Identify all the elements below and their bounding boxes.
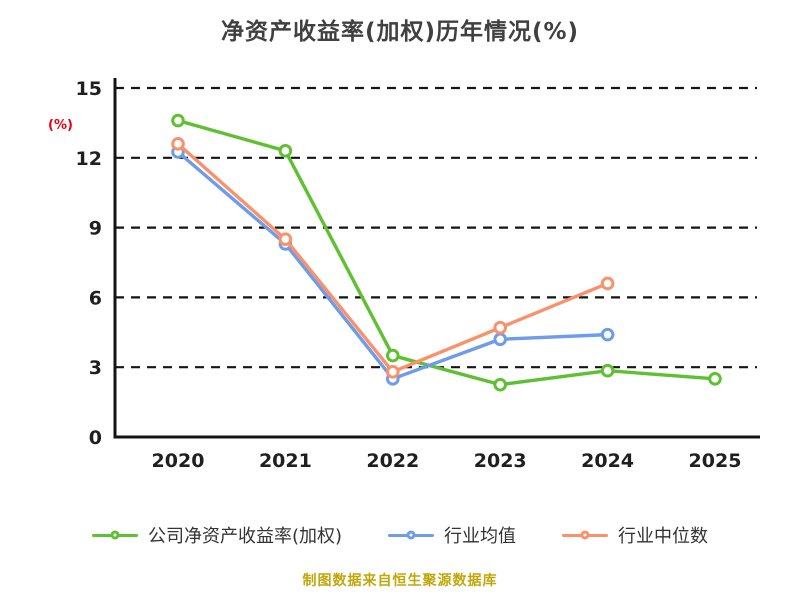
legend-marker-dot-icon — [110, 530, 120, 540]
series-line-industry-mean — [176, 150, 610, 381]
legend-label-industry-median: 行业中位数 — [618, 526, 709, 547]
y-tick-label: 9 — [89, 218, 102, 240]
plot-area: 0 3 6 9 12 15 2020 2021 2022 2023 2024 2025 — [76, 78, 760, 472]
legend-marker-industry-median — [562, 526, 609, 544]
series-marker-company-roe — [171, 113, 185, 128]
y-tick-label: 0 — [89, 427, 102, 449]
y-tick-label: 3 — [89, 357, 102, 379]
legend-label-company-roe: 公司净资产收益率(加权) — [147, 526, 343, 547]
data-source-note: 制图数据来自恒生聚源数据库 — [302, 573, 498, 589]
legend-item-company-roe: 公司净资产收益率(加权) — [91, 522, 343, 548]
legend-marker-company-roe — [91, 526, 138, 544]
chart-title: 净资产收益率(加权)历年情况(%) — [220, 19, 580, 45]
series-line-company-roe — [176, 118, 717, 387]
legend-label-industry-mean: 行业均值 — [444, 526, 517, 547]
legend-item-industry-mean: 行业均值 — [388, 522, 516, 548]
legend-item-industry-median: 行业中位数 — [562, 522, 708, 548]
x-tick-label: 2025 — [689, 450, 742, 472]
series-marker-company-roe — [600, 363, 615, 378]
chart-legend: 公司净资产收益率(加权) 行业均值 行业中位数 — [0, 522, 800, 548]
series-marker-company-roe — [708, 372, 722, 386]
series-marker-company-roe — [278, 144, 293, 158]
x-tick-label: 2020 — [152, 450, 205, 472]
series-marker-industry-mean — [600, 327, 615, 342]
y-tick-label: 12 — [76, 148, 102, 170]
series-marker-industry-median — [493, 320, 508, 335]
series-marker-industry-mean — [493, 332, 508, 347]
series-marker-industry-median — [386, 365, 400, 379]
series-marker-company-roe — [493, 377, 508, 392]
y-tick-label: 15 — [76, 78, 102, 100]
y-axis-unit-label: (%) — [48, 118, 73, 133]
series-marker-industry-median — [278, 232, 293, 247]
series-marker-company-roe — [386, 348, 400, 363]
x-tick-label: 2021 — [259, 450, 312, 472]
x-tick-label: 2024 — [581, 450, 634, 472]
legend-marker-industry-mean — [388, 526, 435, 544]
x-tick-label: 2022 — [366, 450, 419, 472]
y-tick-label: 6 — [89, 287, 102, 309]
x-tick-label: 2023 — [474, 450, 527, 472]
legend-marker-dot-icon — [580, 530, 590, 540]
series-marker-industry-median — [600, 276, 615, 291]
series-marker-industry-median — [171, 137, 185, 151]
legend-marker-dot-icon — [406, 530, 416, 540]
